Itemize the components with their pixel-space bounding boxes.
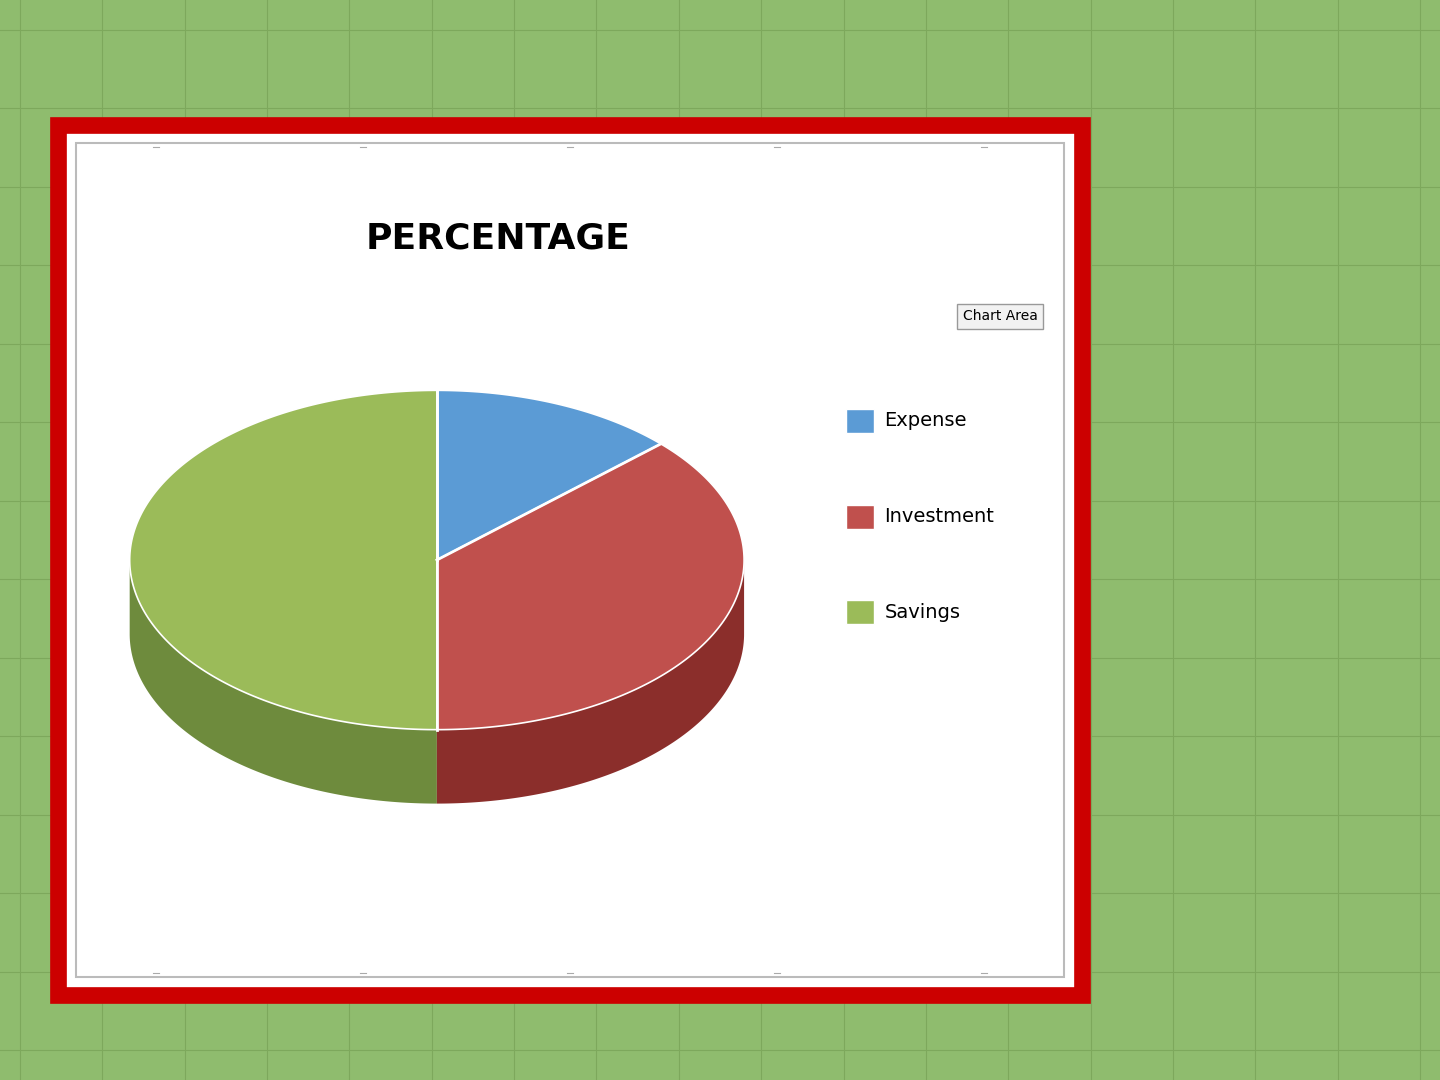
Text: Chart Area: Chart Area xyxy=(963,309,1037,323)
Polygon shape xyxy=(130,561,436,804)
Bar xyxy=(847,409,874,433)
Polygon shape xyxy=(436,444,744,730)
Bar xyxy=(847,504,874,528)
Bar xyxy=(76,143,1064,977)
Text: Expense: Expense xyxy=(884,411,968,430)
Text: PERCENTAGE: PERCENTAGE xyxy=(366,221,631,255)
Bar xyxy=(58,125,1081,995)
Polygon shape xyxy=(436,390,661,561)
Text: Investment: Investment xyxy=(884,507,995,526)
Text: Savings: Savings xyxy=(884,603,960,622)
Polygon shape xyxy=(436,561,744,804)
Bar xyxy=(847,600,874,624)
Polygon shape xyxy=(130,390,436,730)
